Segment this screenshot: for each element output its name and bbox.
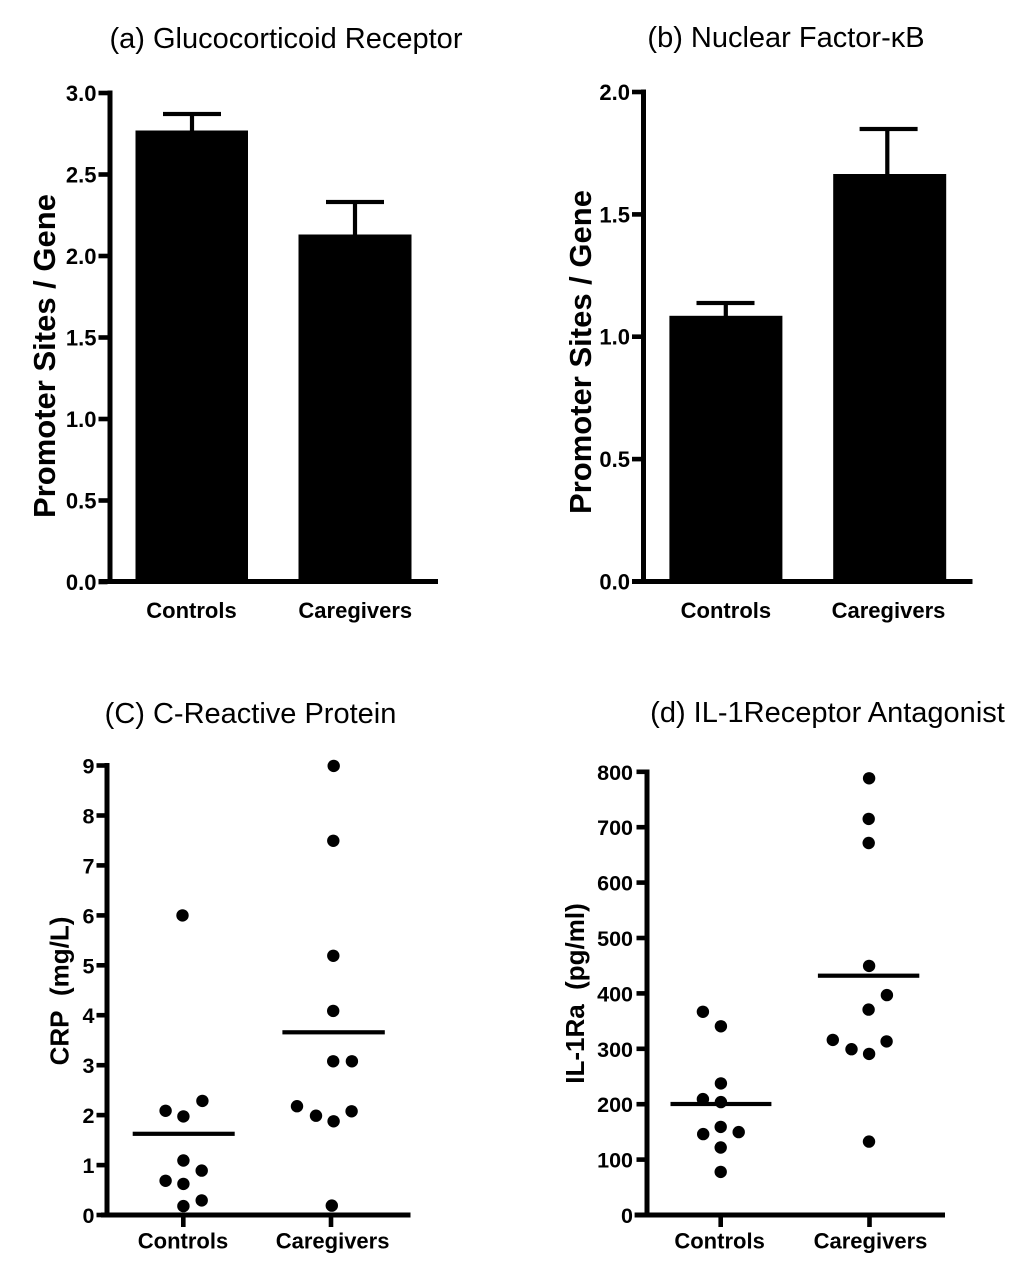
svg-text:1.5: 1.5	[66, 326, 97, 351]
svg-text:CRP (mg/L): CRP (mg/L)	[45, 917, 75, 1066]
svg-text:1.0: 1.0	[66, 407, 97, 432]
svg-text:1.0: 1.0	[599, 325, 630, 350]
svg-text:0.0: 0.0	[66, 570, 97, 595]
svg-text:800: 800	[597, 761, 633, 785]
svg-text:Caregivers: Caregivers	[814, 1229, 928, 1254]
svg-text:2.5: 2.5	[66, 163, 97, 188]
svg-text:3: 3	[83, 1054, 95, 1078]
svg-text:IL-1Ra (pg/ml): IL-1Ra (pg/ml)	[560, 903, 590, 1084]
svg-text:2: 2	[83, 1104, 95, 1128]
svg-text:0: 0	[621, 1204, 633, 1228]
svg-text:100: 100	[597, 1149, 633, 1173]
svg-text:7: 7	[83, 854, 95, 878]
svg-text:4: 4	[83, 1004, 95, 1028]
svg-text:Caregivers: Caregivers	[276, 1229, 390, 1254]
svg-text:(a) Glucocorticoid Receptor: (a) Glucocorticoid Receptor	[110, 23, 463, 55]
svg-text:3.0: 3.0	[66, 81, 97, 106]
svg-text:(d) IL-1Receptor Antagonist: (d) IL-1Receptor Antagonist	[650, 697, 1005, 729]
svg-text:8: 8	[83, 805, 95, 829]
svg-text:500: 500	[597, 927, 633, 951]
svg-text:Promoter Sites / Gene: Promoter Sites / Gene	[563, 190, 598, 514]
svg-text:2.0: 2.0	[66, 244, 97, 269]
svg-text:0.0: 0.0	[599, 570, 630, 595]
svg-text:9: 9	[83, 755, 95, 779]
svg-text:1: 1	[83, 1154, 95, 1178]
svg-text:700: 700	[597, 816, 633, 840]
svg-text:400: 400	[597, 982, 633, 1006]
svg-text:(C) C-Reactive Protein: (C) C-Reactive Protein	[105, 698, 397, 730]
svg-text:Caregivers: Caregivers	[832, 598, 946, 623]
svg-text:200: 200	[597, 1093, 633, 1117]
svg-text:Controls: Controls	[674, 1229, 764, 1254]
svg-text:600: 600	[597, 872, 633, 896]
svg-text:5: 5	[83, 954, 95, 978]
svg-text:Controls: Controls	[146, 598, 236, 623]
svg-text:2.0: 2.0	[599, 80, 630, 105]
svg-text:6: 6	[83, 904, 95, 928]
svg-text:0.5: 0.5	[66, 489, 97, 514]
svg-text:300: 300	[597, 1038, 633, 1062]
svg-text:Controls: Controls	[138, 1229, 228, 1254]
svg-text:Controls: Controls	[681, 598, 771, 623]
svg-text:Promoter Sites / Gene: Promoter Sites / Gene	[27, 194, 62, 518]
svg-text:Caregivers: Caregivers	[298, 598, 412, 623]
svg-text:1.5: 1.5	[599, 202, 630, 227]
svg-text:0.5: 0.5	[599, 447, 630, 472]
svg-text:0: 0	[83, 1204, 95, 1228]
svg-text:(b) Nuclear Factor-κB: (b) Nuclear Factor-κB	[647, 22, 924, 54]
